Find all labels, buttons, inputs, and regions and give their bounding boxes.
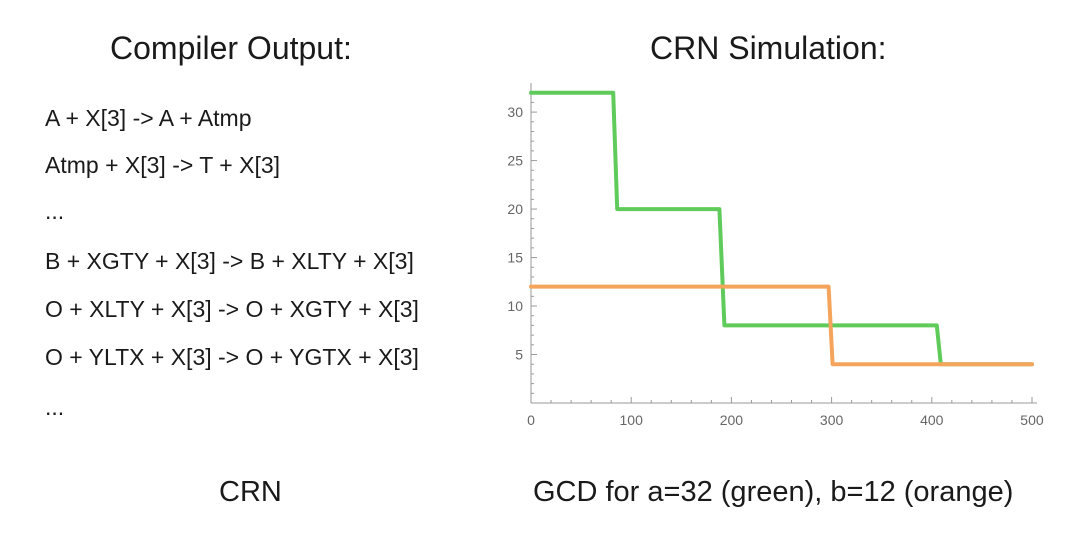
- x-tick-label: 0: [527, 412, 535, 428]
- reaction-line-5: O + YLTX + X[3] -> O + YGTX + X[3]: [45, 344, 419, 370]
- x-tick-label: 200: [720, 412, 744, 428]
- reaction-line-4: O + XLTY + X[3] -> O + XGTY + X[3]: [45, 296, 419, 322]
- x-tick-label: 500: [1020, 412, 1044, 428]
- y-tick-label: 20: [507, 201, 523, 217]
- y-tick-label: 25: [507, 153, 523, 169]
- compiler-output-title: Compiler Output:: [110, 30, 352, 66]
- series-line-green: [529, 90, 1034, 367]
- gcd-caption: GCD for a=32 (green), b=12 (orange): [533, 476, 1014, 508]
- y-tick-label: 5: [515, 347, 523, 363]
- series-line-orange: [529, 284, 1034, 367]
- reaction-line-1: A + X[3] -> A + Atmp: [45, 105, 252, 131]
- x-tick-label: 100: [620, 412, 644, 428]
- reaction-ellipsis-2: ...: [45, 394, 65, 420]
- x-tick-label: 400: [920, 412, 944, 428]
- crn-simulation-title: CRN Simulation:: [650, 30, 887, 66]
- reaction-line-2: Atmp + X[3] -> T + X[3]: [45, 152, 281, 178]
- reaction-ellipsis-1: ...: [45, 198, 65, 224]
- y-tick-label: 15: [507, 250, 523, 266]
- y-tick-label: 10: [507, 298, 523, 314]
- x-tick-label: 300: [820, 412, 844, 428]
- y-tick-label: 30: [507, 104, 523, 120]
- crn-caption: CRN: [219, 476, 282, 508]
- reaction-line-3: B + XGTY + X[3] -> B + XLTY + X[3]: [45, 248, 414, 274]
